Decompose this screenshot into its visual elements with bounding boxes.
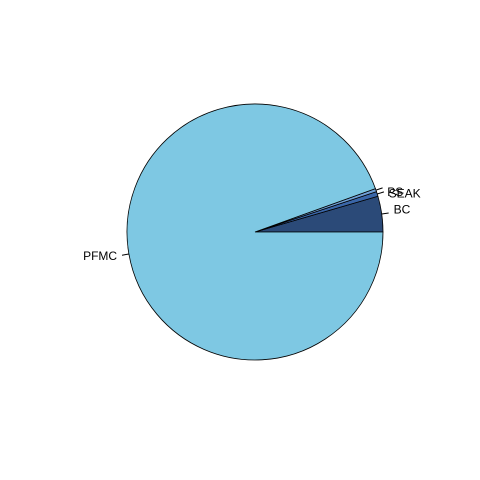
pie-tick-pfmc bbox=[121, 253, 129, 256]
pie-label-bc: BC bbox=[394, 202, 411, 216]
pie-slice-pfmc bbox=[126, 103, 384, 361]
pie-label-ps: PS bbox=[387, 185, 403, 199]
pie-label-pfmc: PFMC bbox=[83, 249, 117, 263]
pie-tick-seak bbox=[377, 191, 385, 195]
pie-tick-ps bbox=[375, 187, 383, 191]
pie-label-seak: SEAK bbox=[389, 186, 421, 200]
pie-slices bbox=[126, 103, 384, 361]
pie-tick-bc bbox=[381, 212, 389, 215]
